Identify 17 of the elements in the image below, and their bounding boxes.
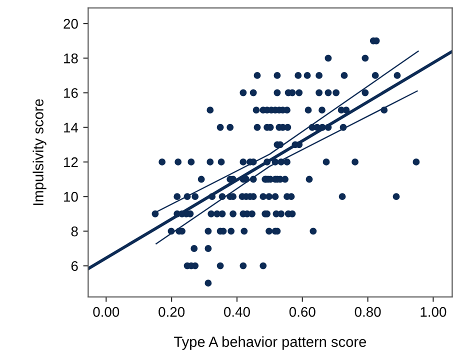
y-tick-label: 14 (64, 122, 78, 132)
line-series (88, 50, 452, 270)
y-axis-title: Impulsivity score (32, 99, 46, 205)
y-tick-label: 12 (64, 157, 78, 168)
x-tick-label: 0.80 (354, 307, 381, 317)
y-tick-label: 18 (64, 53, 78, 64)
x-tick-label: 1.00 (420, 307, 446, 317)
x-axis-title: Type A behavior pattern score (174, 336, 366, 350)
x-tick-label: 0.20 (158, 307, 185, 317)
y-tick-label: 8 (71, 226, 78, 236)
x-tick-label: 0.60 (289, 307, 316, 317)
x-tick-label: 0.00 (93, 307, 120, 317)
x-tick-label: 0.40 (224, 307, 250, 317)
y-tick-label: 16 (64, 88, 78, 98)
y-tick-label: 6 (71, 261, 78, 271)
y-tick-label: 10 (64, 192, 78, 202)
y-tick-label: 20 (64, 18, 78, 29)
